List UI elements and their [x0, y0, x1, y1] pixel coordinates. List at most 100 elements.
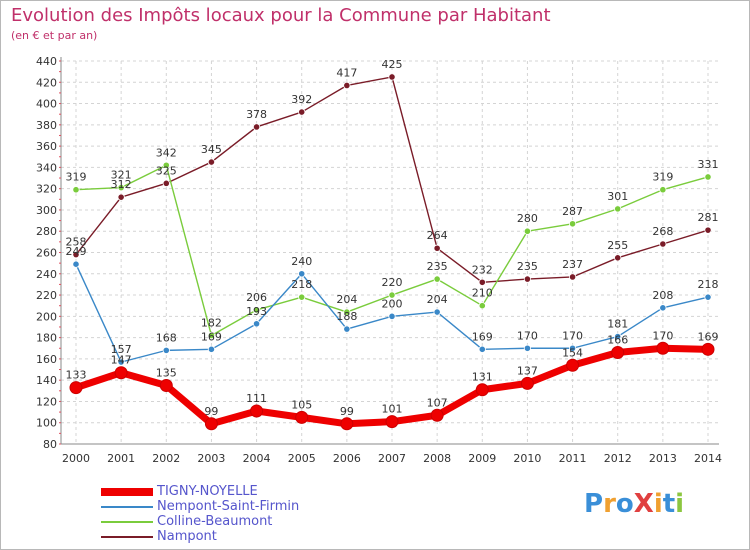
- logo-letter: P: [584, 489, 604, 519]
- x-tick-label: 2011: [559, 452, 587, 465]
- legend-item-nampont[interactable]: Nampont: [101, 529, 361, 545]
- y-tick-label: 140: [36, 374, 57, 387]
- y-tick-label: 200: [36, 310, 57, 323]
- grid-lines: [61, 60, 719, 445]
- data-label: 425: [382, 58, 403, 71]
- data-point: [72, 251, 80, 259]
- data-point: [568, 220, 577, 228]
- logo-letter: r: [603, 489, 616, 519]
- data-point: [433, 244, 441, 252]
- y-tick-label: 420: [36, 76, 57, 89]
- data-point: [659, 304, 667, 312]
- data-point: [701, 342, 715, 356]
- data-point: [117, 193, 125, 201]
- data-label: 345: [201, 143, 222, 156]
- data-point: [388, 291, 396, 299]
- y-tick-label: 100: [36, 417, 57, 430]
- data-label: 133: [66, 369, 87, 382]
- data-label: 287: [562, 205, 583, 218]
- data-label: 181: [607, 318, 628, 331]
- data-label: 157: [111, 343, 132, 356]
- data-point: [614, 332, 622, 341]
- legend-label: TIGNY-NOYELLE: [157, 484, 258, 499]
- data-point: [162, 161, 170, 169]
- data-point: [523, 275, 532, 283]
- x-tick-label: 2009: [468, 452, 496, 465]
- data-point: [72, 186, 80, 194]
- data-point: [252, 320, 261, 328]
- data-point: [614, 254, 622, 262]
- data-point: [162, 179, 170, 187]
- data-point: [204, 417, 218, 431]
- x-tick-label: 2002: [152, 452, 180, 465]
- data-point: [343, 81, 351, 90]
- y-tick-label: 240: [36, 268, 57, 281]
- data-label: 331: [698, 158, 719, 171]
- data-point: [114, 366, 128, 380]
- data-label: 99: [340, 405, 354, 418]
- data-label: 218: [291, 278, 312, 291]
- y-tick-label: 340: [36, 161, 57, 174]
- data-point: [117, 184, 125, 192]
- data-label: 325: [156, 164, 177, 177]
- data-labels: 258 312 325 345 378 392 417 425 264 232 235 237 255 2…: [66, 58, 719, 418]
- data-point: [523, 344, 532, 352]
- data-label: 235: [427, 260, 448, 273]
- y-tick-label: 320: [36, 183, 57, 196]
- y-tick-label: 180: [36, 332, 57, 345]
- y-tick-label: 380: [36, 119, 57, 132]
- y-tick-label: 160: [36, 353, 57, 366]
- legend-item-colline-beaumont[interactable]: Colline-Beaumont: [101, 514, 361, 530]
- x-tick-label: 2010: [513, 452, 541, 465]
- data-point: [478, 278, 486, 286]
- data-label: 206: [246, 291, 267, 304]
- series-lines: [69, 73, 715, 431]
- data-label: 111: [246, 392, 267, 405]
- data-label: 170: [652, 329, 673, 342]
- data-point: [250, 404, 264, 418]
- data-label: 319: [652, 171, 673, 184]
- data-label: 258: [66, 236, 87, 249]
- data-label: 249: [66, 245, 87, 258]
- data-point: [704, 173, 712, 181]
- y-tick-label: 260: [36, 247, 57, 260]
- legend-label: Nampont: [157, 529, 217, 544]
- data-label: 237: [562, 258, 583, 271]
- y-tick-label: 220: [36, 289, 57, 302]
- data-label: 312: [111, 178, 132, 191]
- data-label: 131: [472, 371, 493, 384]
- data-label: 220: [382, 276, 403, 289]
- x-tick-label: 2006: [333, 452, 361, 465]
- data-label: 204: [336, 293, 357, 306]
- logo-letter: t: [662, 489, 676, 519]
- data-point: [478, 345, 486, 353]
- data-point: [475, 383, 489, 397]
- logo-letter: i: [653, 489, 663, 519]
- legend-swatch: [101, 521, 153, 523]
- logo-letter: X: [633, 489, 654, 519]
- data-label: 137: [517, 364, 538, 377]
- legend-label: Nempont-Saint-Firmin: [157, 499, 300, 514]
- data-point: [298, 270, 306, 278]
- data-label: 105: [291, 398, 312, 411]
- legend-item-tigny-noyelle[interactable]: TIGNY-NOYELLE: [101, 484, 361, 500]
- data-label: 240: [291, 255, 312, 268]
- legend-item-nempont-saint-firmin[interactable]: Nempont-Saint-Firmin: [101, 499, 361, 515]
- data-point: [340, 417, 354, 431]
- data-label: 232: [472, 263, 493, 276]
- data-point: [659, 186, 667, 194]
- legend-swatch: [101, 536, 153, 538]
- data-label: 210: [472, 287, 493, 300]
- data-label: 301: [607, 190, 628, 203]
- data-point: [343, 325, 351, 333]
- data-point: [433, 275, 441, 283]
- data-label: 280: [517, 212, 538, 225]
- data-label: 281: [698, 211, 719, 224]
- data-label: 268: [652, 225, 673, 238]
- data-point: [295, 410, 309, 424]
- data-label: 107: [427, 396, 448, 409]
- x-tick-label: 2014: [694, 452, 722, 465]
- chart-subtitle: (en € et par an): [11, 29, 98, 42]
- data-point: [520, 376, 534, 390]
- data-label: 319: [66, 171, 87, 184]
